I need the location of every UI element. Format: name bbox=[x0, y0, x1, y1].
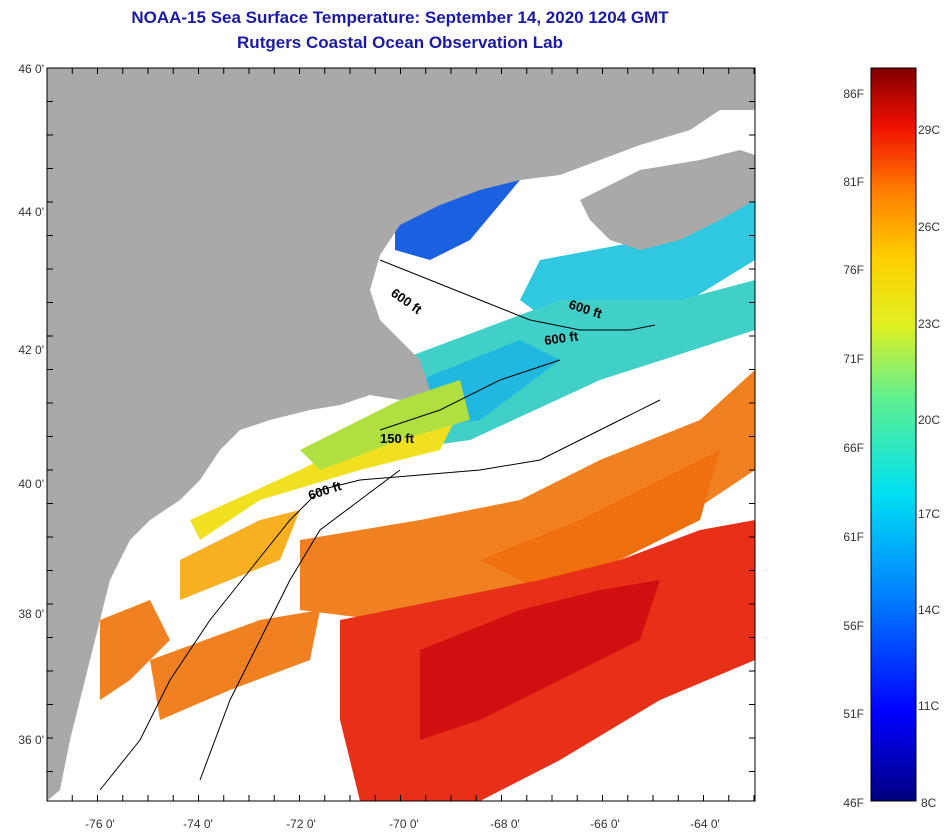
axis-ticks bbox=[46, 67, 755, 801]
lon-label: -72 0' bbox=[286, 817, 316, 831]
lat-label: 40 0' bbox=[18, 477, 44, 491]
lon-label: -64 0' bbox=[690, 817, 720, 831]
celsius-label: 8C bbox=[921, 796, 937, 810]
map-subtitle: Rutgers Coastal Ocean Observation Lab bbox=[237, 33, 563, 52]
lat-label: 38 0' bbox=[18, 607, 44, 621]
celsius-label: 29C bbox=[918, 123, 940, 137]
lon-label: -68 0' bbox=[490, 817, 520, 831]
celsius-label: 26C bbox=[918, 220, 940, 234]
sst-swaths bbox=[47, 180, 755, 801]
land-masses bbox=[47, 68, 755, 801]
lat-label: 36 0' bbox=[18, 733, 44, 747]
lon-label: -70 0' bbox=[389, 817, 419, 831]
lon-label: -66 0' bbox=[590, 817, 620, 831]
lat-label: 44 0' bbox=[18, 205, 44, 219]
latitude-axis: 46 0' 44 0' 42 0' 40 0' 38 0' 36 0' bbox=[18, 62, 44, 747]
celsius-label: 14C bbox=[918, 603, 940, 617]
celsius-label: 23C bbox=[918, 317, 940, 331]
depth-contours bbox=[99, 259, 661, 791]
fahrenheit-label: 46F bbox=[843, 796, 864, 810]
lat-label: 46 0' bbox=[18, 62, 44, 76]
fahrenheit-label: 71F bbox=[843, 352, 864, 366]
fahrenheit-label: 81F bbox=[843, 175, 864, 189]
celsius-label: 17C bbox=[918, 507, 940, 521]
longitude-axis: -76 0' -74 0' -72 0' -70 0' -68 0' -66 0… bbox=[85, 817, 720, 831]
contour-label-4: 150 ft bbox=[380, 431, 415, 446]
celsius-label: 11C bbox=[918, 699, 939, 713]
colorbar-gradient bbox=[870, 67, 917, 802]
fahrenheit-label: 56F bbox=[843, 619, 864, 633]
fahrenheit-label: 61F bbox=[843, 530, 864, 544]
contour-label-3: 600 ft bbox=[543, 328, 579, 348]
lon-label: -74 0' bbox=[183, 817, 213, 831]
map-title: NOAA-15 Sea Surface Temperature: Septemb… bbox=[131, 8, 669, 27]
lon-label: -76 0' bbox=[85, 817, 115, 831]
lat-label: 42 0' bbox=[18, 343, 44, 357]
celsius-label: 20C bbox=[918, 413, 940, 427]
temperature-colorbar: 86F 81F 76F 71F 66F 61F 56F 51F 46F 29C … bbox=[843, 67, 940, 810]
fahrenheit-label: 66F bbox=[843, 441, 864, 455]
fahrenheit-label: 51F bbox=[843, 707, 864, 721]
fahrenheit-label: 76F bbox=[843, 263, 864, 277]
fahrenheit-label: 86F bbox=[843, 87, 864, 101]
